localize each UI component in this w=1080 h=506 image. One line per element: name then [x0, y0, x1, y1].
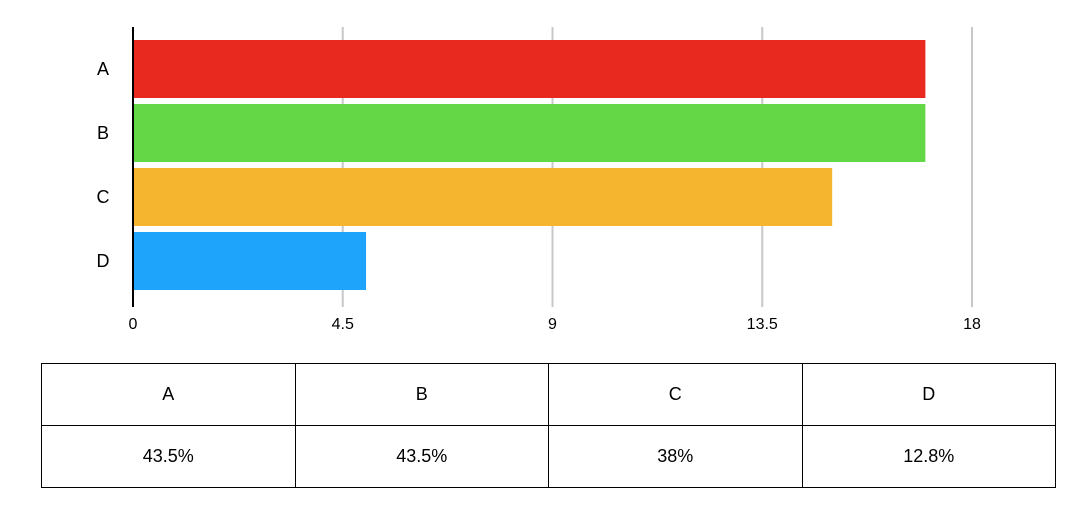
table-value-cell: 43.5%	[41, 425, 296, 488]
bar-c	[133, 168, 833, 226]
table-value-cell: 43.5%	[294, 425, 549, 488]
table-header-row: A B C D	[41, 363, 1056, 426]
bars	[133, 40, 926, 290]
table-value-cell: 38%	[548, 425, 803, 488]
table-header-cell: D	[801, 363, 1056, 426]
bar-b	[133, 104, 926, 162]
x-tick-label: 4.5	[332, 316, 354, 333]
x-tick-labels: 0 4.5 9 13.5 18	[129, 316, 981, 333]
bar-d	[133, 232, 367, 290]
data-table: A B C D 43.5% 43.5% 38% 12.8%	[41, 363, 1056, 488]
x-tick-label: 0	[129, 316, 138, 333]
bar-chart: A B C D 0 4.5 9 13.5 18	[97, 27, 981, 333]
table-header-cell: A	[41, 363, 296, 426]
table-header-cell: C	[548, 363, 803, 426]
table-value-row: 43.5% 43.5% 38% 12.8%	[41, 425, 1056, 488]
x-tick-label: 13.5	[747, 316, 778, 333]
table-header-cell: B	[294, 363, 549, 426]
category-label: A	[97, 59, 109, 79]
category-label: D	[97, 251, 110, 271]
category-labels: A B C D	[97, 59, 110, 271]
category-label: B	[97, 123, 109, 143]
bar-a	[133, 40, 926, 98]
category-label: C	[97, 187, 110, 207]
x-tick-label: 18	[963, 316, 981, 333]
table-value-cell: 12.8%	[801, 425, 1056, 488]
x-tick-label: 9	[548, 316, 557, 333]
